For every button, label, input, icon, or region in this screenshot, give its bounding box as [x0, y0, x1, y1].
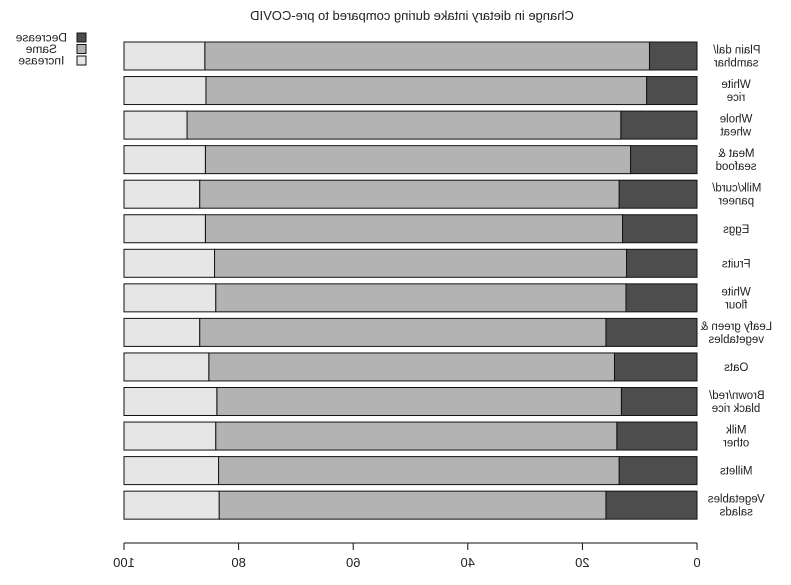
bar-segment-decrease [620, 110, 698, 140]
bar-segment-decrease [618, 179, 698, 209]
category-label: paneer [718, 196, 754, 208]
bar-segment-increase [123, 179, 201, 209]
category-labels: Plain dal/sambharWhitericeWholewheatMeat… [700, 45, 772, 519]
bar-segment-same [216, 387, 622, 416]
bar-segment-decrease [616, 421, 698, 451]
legend-label-increase: Increase [18, 54, 64, 68]
category-label: Brown/red/ [708, 390, 764, 402]
legend-swatch-same [76, 44, 87, 54]
bar-segment-decrease [648, 41, 698, 71]
bar-segment-same [204, 214, 624, 244]
category-label: Oats [724, 362, 749, 374]
category-label: flour [725, 299, 748, 311]
bar-segment-decrease [613, 352, 698, 382]
category-label: salads [719, 507, 752, 519]
bar-segment-increase [123, 456, 220, 486]
bar-segment-same [208, 352, 615, 382]
bar-segment-same [215, 421, 618, 451]
category-label: Meat & [718, 148, 755, 160]
bar-segment-same [214, 248, 628, 278]
category-label: rice [727, 92, 746, 104]
x-tick-label: 0 [693, 555, 700, 570]
x-tick-label: 40 [461, 555, 475, 570]
category-label: Leafy green & [700, 321, 772, 333]
x-tick-label: 20 [575, 555, 589, 570]
x-tick-label: 100 [113, 555, 135, 570]
legend-label-decrease: Decrease [15, 31, 67, 45]
bar-segment-increase [123, 421, 217, 451]
category-label: other [723, 438, 749, 450]
bar-segment-same [204, 145, 632, 175]
bar-segment-increase [123, 352, 210, 382]
category-label: black rice [712, 403, 761, 415]
bar-segment-increase [123, 490, 220, 520]
bar-segment-decrease [625, 283, 698, 313]
bar-segment-increase [123, 214, 206, 244]
category-label: sambhar [714, 58, 759, 70]
x-axis: 100 80 60 40 20 0 [113, 542, 701, 570]
legend-swatch-decrease [76, 32, 87, 43]
chart-title: Change in dietary intake during compared… [250, 8, 574, 23]
category-label: Milk/curd/ [711, 183, 761, 195]
bar-segment-increase [123, 110, 188, 140]
bar-segment-same [218, 490, 607, 520]
bar-segment-decrease [618, 456, 698, 486]
category-label: Plain dal/ [712, 45, 760, 57]
category-label: White [721, 79, 750, 91]
category-label: White [721, 286, 750, 298]
category-label: Eggs [723, 224, 749, 236]
bar-segment-decrease [630, 145, 698, 175]
bar-segment-increase [123, 248, 216, 278]
bar-segment-decrease [620, 387, 698, 416]
bar-segment-same [205, 76, 648, 106]
x-tick-label: 60 [346, 555, 360, 570]
bar-segment-same [199, 179, 620, 209]
bar-segment-same [199, 317, 607, 347]
bar-segment-decrease [646, 76, 698, 106]
bar-segment-same [218, 456, 620, 486]
bar-segment-decrease [622, 214, 698, 244]
bar-segment-same [215, 283, 627, 313]
bar-group [123, 41, 698, 520]
category-label: Milk [726, 425, 747, 437]
category-label: wheat [720, 127, 752, 139]
category-label: Vegetables [708, 494, 765, 506]
bar-segment-decrease [605, 490, 698, 520]
category-label: Millets [720, 466, 753, 478]
legend-label-same: Same [25, 42, 57, 56]
x-tick-label: 80 [231, 555, 245, 570]
category-label: Fruits [722, 258, 751, 270]
bar-segment-increase [123, 145, 206, 175]
bar-segment-same [204, 41, 650, 71]
category-label: vegetables [708, 334, 764, 346]
category-label: Whole [720, 114, 753, 126]
bar-segment-decrease [605, 317, 698, 347]
bar-segment-same [186, 110, 622, 140]
bar-segment-increase [123, 387, 218, 416]
bar-segment-increase [123, 317, 201, 347]
category-label: seafood [716, 161, 757, 173]
bar-segment-increase [123, 283, 217, 313]
legend-swatch-increase [76, 55, 87, 66]
bar-segment-increase [123, 41, 206, 71]
bar-segment-decrease [626, 248, 698, 278]
bar-segment-increase [123, 76, 207, 106]
